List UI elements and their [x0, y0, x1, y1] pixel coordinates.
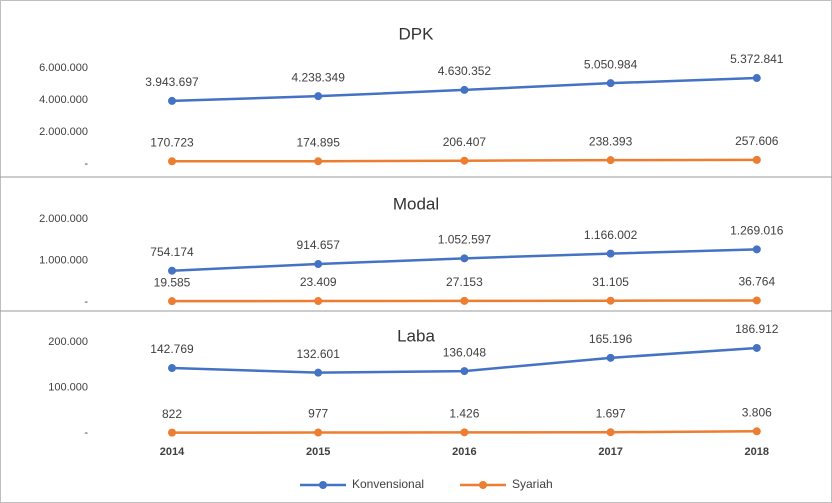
- value-label: 170.723: [150, 135, 194, 149]
- point: [606, 296, 615, 305]
- value-label: 1.166.002: [584, 228, 638, 242]
- y-tick-label: 2.000.000: [39, 126, 88, 138]
- point: [314, 157, 323, 166]
- value-label: 23.409: [300, 275, 337, 289]
- value-label: 31.105: [592, 275, 629, 289]
- value-label: 206.407: [443, 135, 487, 149]
- point: [168, 364, 176, 373]
- legend-marker: [479, 481, 487, 489]
- point: [460, 85, 469, 94]
- value-label: 165.196: [589, 332, 633, 346]
- value-label: 238.393: [589, 134, 633, 148]
- panel-title: Modal: [393, 194, 439, 213]
- point: [752, 245, 761, 254]
- value-label: 132.601: [297, 347, 341, 361]
- point: [606, 353, 615, 362]
- value-label: 822: [162, 407, 182, 421]
- value-label: 754.174: [150, 245, 194, 259]
- point: [752, 74, 761, 83]
- point: [752, 296, 761, 305]
- point: [168, 428, 176, 437]
- legend-label: Konvensional: [352, 477, 424, 491]
- x-tick-label: 2017: [598, 446, 622, 458]
- value-label: 4.238.349: [292, 70, 346, 84]
- panel-title: DPK: [399, 24, 435, 43]
- y-tick-label: -: [84, 296, 88, 308]
- point: [314, 297, 323, 306]
- point: [460, 367, 469, 376]
- y-tick-label: 4.000.000: [39, 94, 88, 106]
- value-label: 257.606: [735, 134, 779, 148]
- value-label: 136.048: [443, 345, 487, 359]
- value-label: 174.895: [297, 135, 341, 149]
- legend-marker: [319, 481, 327, 489]
- value-label: 5.372.841: [730, 52, 784, 66]
- value-label: 186.912: [735, 322, 779, 336]
- y-tick-label: -: [84, 427, 88, 439]
- value-label: 1.697: [596, 406, 626, 420]
- point: [752, 155, 761, 164]
- y-tick-label: 6.000.000: [39, 62, 88, 74]
- value-label: 4.630.352: [438, 64, 492, 78]
- point: [168, 297, 176, 306]
- point: [752, 343, 761, 352]
- value-label: 5.050.984: [584, 57, 638, 71]
- value-label: 3.943.697: [145, 75, 199, 89]
- point: [606, 79, 615, 88]
- y-tick-label: 200.000: [48, 336, 88, 348]
- point: [752, 427, 761, 436]
- value-label: 27.153: [446, 275, 483, 289]
- point: [314, 92, 323, 101]
- y-tick-label: 2.000.000: [39, 213, 88, 225]
- point: [460, 296, 469, 305]
- value-label: 977: [308, 407, 328, 421]
- y-tick-label: 100.000: [48, 381, 88, 393]
- point: [168, 96, 176, 105]
- value-label: 142.769: [150, 342, 194, 356]
- y-tick-label: 1.000.000: [39, 254, 88, 266]
- point: [168, 157, 176, 166]
- point: [460, 156, 469, 165]
- point: [460, 428, 469, 437]
- x-tick-label: 2015: [306, 446, 330, 458]
- point: [460, 254, 469, 263]
- point: [168, 266, 176, 275]
- value-label: 3.806: [742, 405, 772, 419]
- point: [606, 249, 615, 258]
- point: [606, 156, 615, 165]
- x-tick-label: 2016: [452, 446, 476, 458]
- panel-title: Laba: [397, 326, 435, 345]
- x-tick-label: 2018: [745, 446, 769, 458]
- point: [314, 368, 323, 377]
- value-label: 1.052.597: [438, 232, 492, 246]
- point: [314, 428, 323, 437]
- value-label: 914.657: [297, 238, 341, 252]
- y-tick-label: -: [84, 158, 88, 170]
- point: [314, 260, 323, 269]
- value-label: 1.426: [449, 407, 479, 421]
- value-label: 19.585: [154, 275, 191, 289]
- legend-label: Syariah: [512, 477, 553, 491]
- value-label: 36.764: [738, 275, 775, 289]
- point: [606, 428, 615, 437]
- x-tick-label: 2014: [160, 446, 185, 458]
- value-label: 1.269.016: [730, 224, 784, 238]
